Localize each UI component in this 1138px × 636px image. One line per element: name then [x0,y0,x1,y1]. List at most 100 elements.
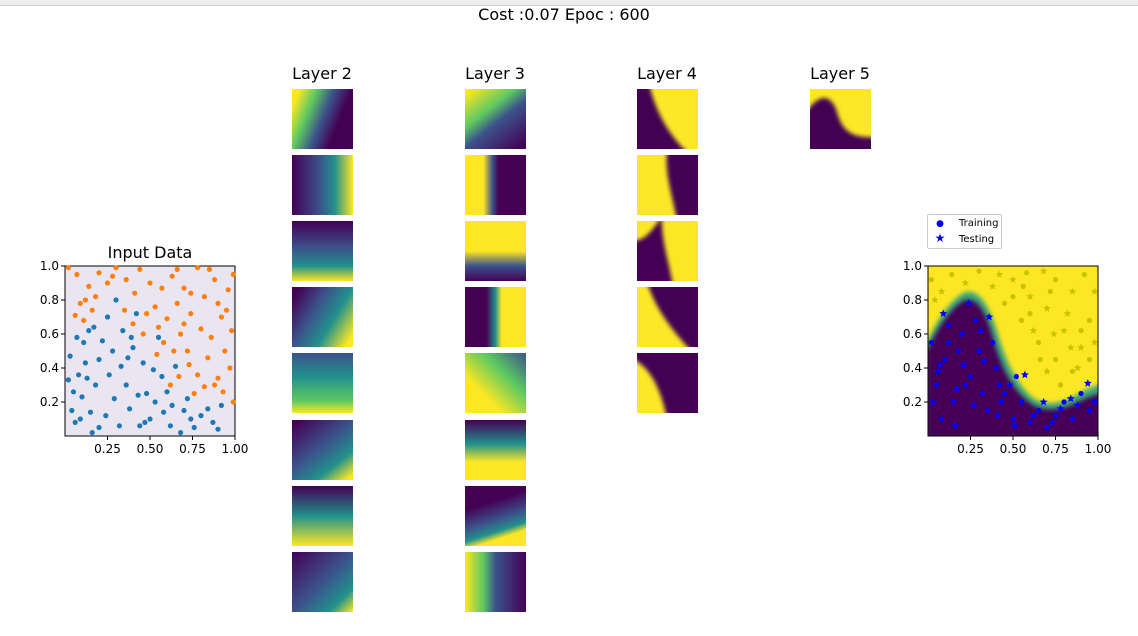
class-a-point [188,416,194,422]
class-a-point [89,430,95,436]
class-b-point [225,287,231,293]
predicted-high-point [1090,338,1098,346]
class-a-point [181,407,187,414]
activation-image [292,486,353,546]
class-b-point [229,328,235,334]
class-b-point [201,294,207,300]
class-b-point [74,271,80,278]
x-tick-label: 0.50 [1000,442,1027,456]
activation-tile [292,287,353,347]
predicted-high-point [1018,317,1025,323]
training-marker-icon: ● [936,219,944,229]
activation-image [465,420,526,480]
prediction-plot: 0.25 0.50 0.75 1.00 0.2 0.4 0.6 0.8 1.0 [903,259,1111,456]
class-a-point [91,324,97,330]
class-a-point [87,409,94,415]
class-a-point [164,389,170,395]
activation-tile [637,89,698,149]
class-a-point [152,399,158,405]
predicted-high-point [1037,356,1043,363]
legend-testing: ★ Testing [933,231,995,246]
class-a-point [99,338,105,344]
predicted-high-point [1086,317,1093,323]
class-a-point [104,314,111,320]
y-tick-label: 1.0 [903,259,922,273]
activation-tile [465,287,526,347]
testing-point [959,360,968,368]
class-b-point [167,382,173,388]
testing-marker-icon: ★ [934,231,946,245]
testing-point [969,401,978,409]
activation-fill [465,221,526,281]
predicted-high-point [1067,343,1075,351]
class-a-point [130,345,136,351]
activation-image [637,89,698,149]
class-b-point [230,399,236,405]
class-b-point [130,321,136,327]
activation-image [637,287,698,347]
class-a-point [135,392,141,398]
class-b-point [174,266,180,272]
class-b-point [181,321,187,327]
training-point [1086,407,1093,414]
activation-tile [465,155,526,215]
class-b-point [147,280,153,286]
class-a-point [191,424,197,431]
class-a-point [77,416,83,422]
predicted-high-point [1078,328,1084,334]
class-b-point [121,307,128,313]
class-b-point [195,265,201,271]
predicted-high-point [1027,311,1033,317]
y-tick-label: 0.4 [903,361,922,375]
testing-point [952,384,961,392]
testing-point [929,397,938,406]
class-a-point [172,363,179,369]
activation-tile [465,486,526,546]
training-point [1044,424,1050,431]
prediction-legend: ● Training ★ Testing [927,214,1002,249]
activation-tile [292,155,353,215]
class-a-point [184,396,190,402]
predicted-high-point [928,277,934,283]
activation-fill [465,89,526,149]
class-b-point [205,355,211,361]
predicted-high-point [1047,288,1053,295]
activation-image [465,353,526,413]
y-tick-label: 0.6 [40,327,59,341]
predicted-high-point [995,270,1004,278]
x-tick-label: 0.75 [1042,442,1069,456]
class-a-point [150,367,156,373]
training-point [984,407,991,414]
training-point [942,356,948,363]
layer-2-title: Layer 2 [292,64,352,83]
layer-4-title: Layer 4 [637,64,697,83]
class-b-point [169,273,175,279]
window-top-border [0,0,1138,6]
class-a-point [125,355,131,361]
class-a-point [76,372,82,378]
activation-fill [465,287,526,347]
input-data-y-ticks: 0.2 0.4 0.6 0.8 1.0 [40,259,65,409]
class-b-point [72,312,78,318]
activation-fill [465,420,526,480]
testing-point [1066,394,1075,402]
class-b-point [218,314,224,320]
testing-point [1029,411,1038,419]
class-b-point [113,265,119,271]
class-a-point [167,423,173,429]
class-b-point [144,311,150,317]
legend-testing-label: Testing [959,234,995,245]
activation-region [637,287,688,347]
class-b-point [154,351,160,357]
predicted-high-point [1069,368,1076,374]
activation-fill [292,155,353,215]
activation-image [292,221,353,281]
activation-fill [465,486,526,546]
class-b-point [188,290,194,296]
training-point [939,416,945,422]
testing-point [964,299,973,307]
testing-point [944,338,953,346]
testing-point [1005,380,1014,389]
activation-tile [465,89,526,149]
training-point [979,390,985,397]
